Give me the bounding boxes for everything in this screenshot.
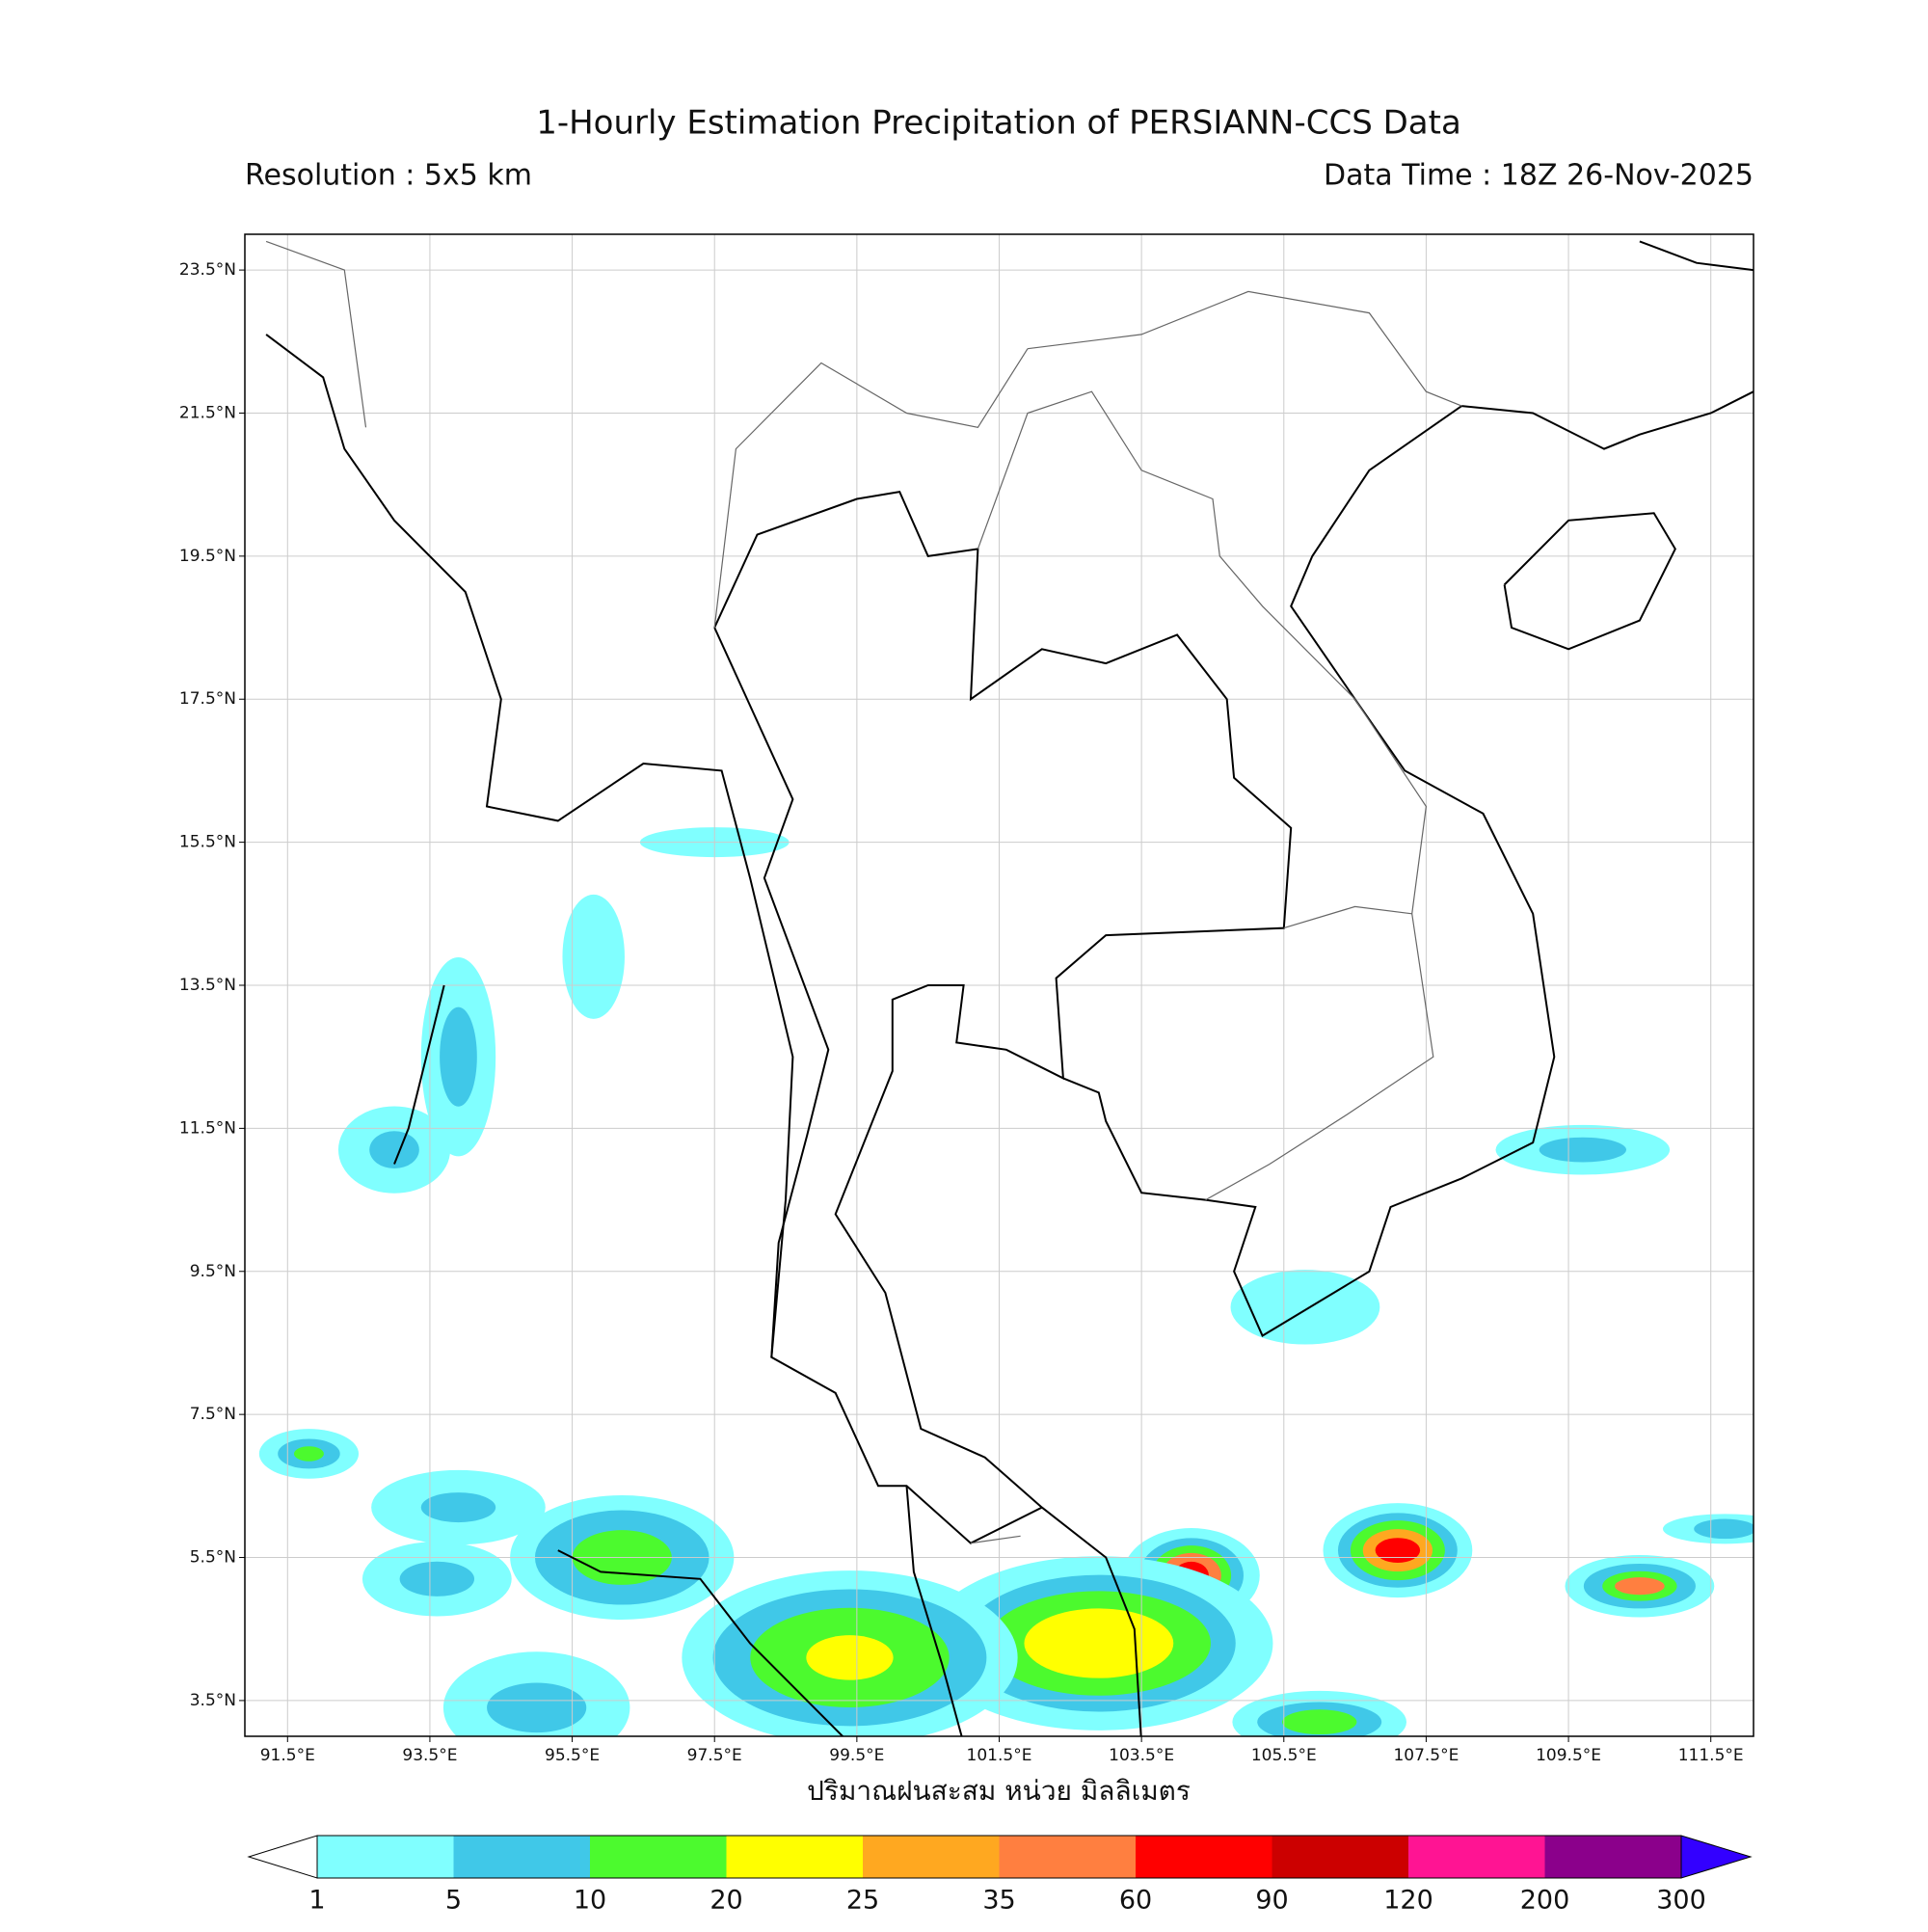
coastline	[1461, 390, 1754, 450]
data-time: Data Time : 18Z 26-Nov-2025	[1324, 159, 1754, 193]
colorbar-segment	[1544, 1836, 1681, 1878]
rain-area	[562, 894, 625, 1019]
rain-area	[1539, 1137, 1626, 1163]
x-axis-label: ปริมาณฝนสะสม หน่วย มิลลิเมตร	[807, 1775, 1191, 1807]
colorbar-segment	[999, 1836, 1136, 1878]
rain-area	[399, 1561, 475, 1597]
x-tick-label: 93.5°E	[402, 1746, 457, 1765]
border	[1283, 905, 1412, 929]
y-tick-label: 23.5°N	[179, 260, 236, 280]
x-tick-label: 97.5°E	[687, 1746, 742, 1765]
y-tick-label: 19.5°N	[179, 547, 236, 566]
rain-area	[293, 1446, 324, 1462]
y-tick-label: 3.5°N	[190, 1691, 236, 1710]
x-tick-label: 91.5°E	[260, 1746, 315, 1765]
coastline	[1639, 240, 1754, 272]
colorbar-segment	[317, 1836, 454, 1878]
rain-area	[1694, 1518, 1754, 1540]
x-tick-label: 95.5°E	[545, 1746, 600, 1765]
x-tick-label: 107.5°E	[1393, 1746, 1459, 1765]
colorbar-segment	[1408, 1836, 1545, 1878]
colorbar-label: 20	[710, 1886, 742, 1916]
y-tick-label: 9.5°N	[190, 1262, 236, 1281]
coastline	[265, 334, 794, 1357]
colorbar-segment	[726, 1836, 863, 1878]
x-tick-label: 111.5°E	[1678, 1746, 1744, 1765]
rain-area	[1375, 1538, 1421, 1564]
colorbar-label: 300	[1656, 1886, 1706, 1916]
resolution: Resolution : 5x5 km	[245, 159, 532, 193]
rain-area	[1230, 1270, 1380, 1345]
colorbar-label: 200	[1520, 1886, 1570, 1916]
title: 1-Hourly Estimation Precipitation of PER…	[536, 104, 1461, 143]
rain-area	[440, 1006, 477, 1107]
colorbar-label: 90	[1255, 1886, 1288, 1916]
colorbar-label: 25	[846, 1886, 879, 1916]
border	[970, 1535, 1021, 1544]
border	[265, 240, 367, 428]
colorbar-label: 120	[1383, 1886, 1433, 1916]
rain-area	[1615, 1577, 1665, 1596]
colorbar-label: 60	[1119, 1886, 1152, 1916]
coastline	[713, 490, 1293, 1544]
map-area	[245, 234, 1754, 1736]
colorbar-segment	[863, 1836, 1000, 1878]
colorbar-label: 1	[308, 1886, 325, 1916]
border	[713, 348, 1029, 629]
coastline	[557, 1549, 844, 1736]
rain-area	[420, 1492, 496, 1523]
rain-area	[1024, 1608, 1174, 1678]
y-tick-label: 5.5°N	[190, 1548, 236, 1568]
colorbar-label: 5	[445, 1886, 462, 1916]
colorbar-over	[1680, 1835, 1753, 1879]
rain-area	[487, 1682, 587, 1733]
x-tick-label: 105.5°E	[1251, 1746, 1317, 1765]
rain-area	[806, 1635, 894, 1680]
y-tick-label: 13.5°N	[179, 976, 236, 995]
x-tick-label: 109.5°E	[1536, 1746, 1601, 1765]
colorbar-segment	[590, 1836, 727, 1878]
x-tick-label: 103.5°E	[1109, 1746, 1174, 1765]
y-tick-label: 17.5°N	[179, 689, 236, 709]
colorbar-label: 10	[574, 1886, 606, 1916]
colorbar-segment	[1136, 1836, 1272, 1878]
coastline	[1062, 405, 1556, 1337]
y-tick-label: 15.5°N	[179, 833, 236, 852]
x-tick-label: 99.5°E	[829, 1746, 884, 1765]
x-tick-label: 101.5°E	[967, 1746, 1032, 1765]
y-tick-label: 7.5°N	[190, 1405, 236, 1424]
coastline	[1041, 1506, 1142, 1736]
coastline	[1503, 512, 1676, 651]
coastline	[905, 1486, 963, 1736]
coastline	[393, 984, 445, 1165]
colorbar-segment	[453, 1836, 590, 1878]
y-tick-label: 21.5°N	[179, 403, 236, 422]
colorbar-frame	[316, 1835, 1682, 1879]
border	[977, 390, 1434, 1201]
border	[1027, 290, 1462, 407]
rain-area	[369, 1131, 419, 1168]
colorbar-label: 35	[982, 1886, 1015, 1916]
y-tick-label: 11.5°N	[179, 1118, 236, 1138]
colorbar-under	[247, 1835, 318, 1879]
colorbar-segment	[1272, 1836, 1408, 1878]
rain-area	[1281, 1709, 1357, 1735]
